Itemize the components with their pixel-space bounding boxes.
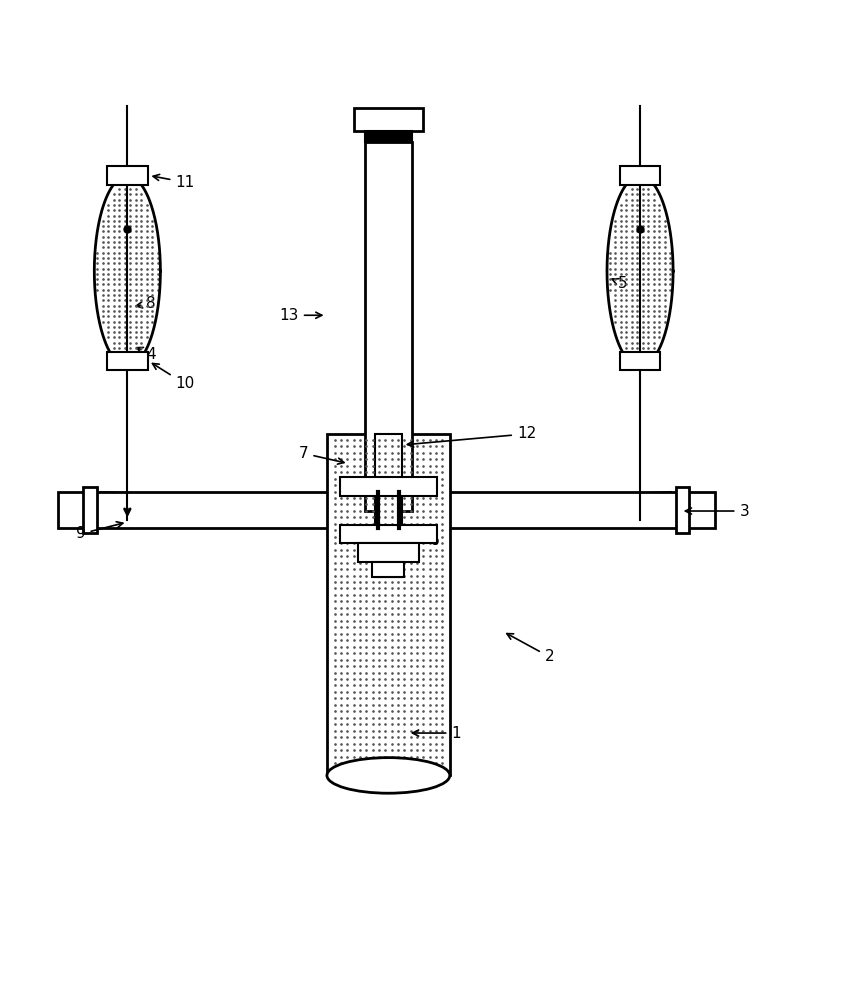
Bar — [374, 434, 401, 577]
Bar — [58, 492, 714, 528]
Bar — [619, 166, 659, 185]
Ellipse shape — [326, 758, 449, 793]
Text: 8: 8 — [136, 296, 156, 311]
Text: 12: 12 — [407, 426, 536, 447]
Polygon shape — [607, 176, 672, 367]
Text: 6: 6 — [398, 528, 440, 548]
Bar — [365, 142, 412, 511]
Bar — [358, 543, 418, 562]
Bar — [326, 434, 449, 775]
Bar — [371, 562, 404, 577]
Text: 7: 7 — [298, 446, 343, 464]
Text: 4: 4 — [136, 347, 156, 362]
Bar — [339, 477, 436, 496]
Text: 5: 5 — [611, 276, 627, 291]
Text: 10: 10 — [153, 363, 194, 391]
Polygon shape — [95, 176, 160, 367]
Bar — [365, 131, 412, 142]
Bar — [83, 487, 97, 533]
Text: 11: 11 — [153, 174, 194, 190]
Text: 13: 13 — [279, 308, 321, 323]
Text: 3: 3 — [684, 504, 748, 519]
Bar — [339, 525, 436, 543]
Bar — [354, 108, 423, 131]
Text: 1: 1 — [412, 726, 460, 741]
Bar — [619, 352, 659, 370]
Text: 9: 9 — [76, 522, 123, 541]
Bar — [675, 487, 688, 533]
Bar — [106, 352, 147, 370]
Bar — [106, 166, 147, 185]
Text: 2: 2 — [506, 634, 554, 664]
